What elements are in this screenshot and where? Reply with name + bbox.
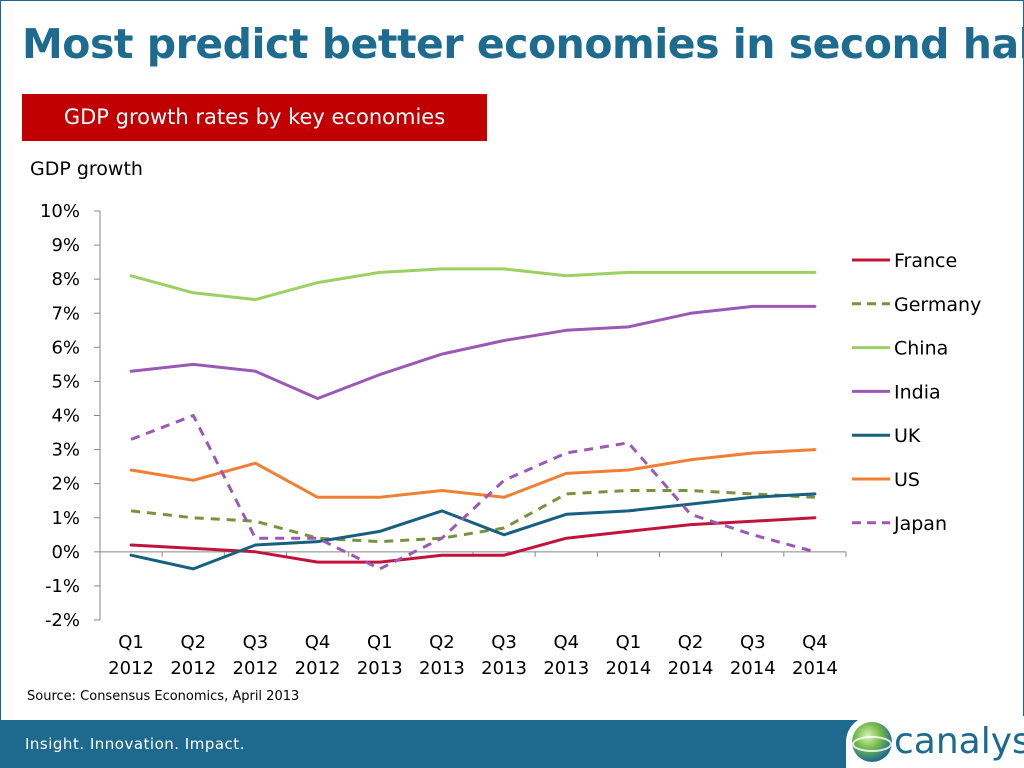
y-tick-label: 9%: [51, 235, 80, 256]
x-tick-label: Q3: [243, 632, 269, 653]
x-tick-label: Q4: [305, 632, 331, 653]
x-tick-label: 2013: [481, 658, 527, 679]
x-tick-label: 2014: [668, 658, 714, 679]
x-tick-label: Q4: [553, 632, 579, 653]
legend-label-germany: Germany: [894, 294, 981, 316]
series-line-germany: [130, 489, 815, 544]
series-line-india: [129, 304, 817, 400]
logo-wordmark: canalys: [894, 721, 1024, 762]
chart-subtitle: GDP growth rates by key economies: [63, 105, 446, 129]
x-tick-label: 2012: [233, 658, 279, 679]
globe-icon: [852, 722, 892, 762]
series-line-france: [129, 516, 817, 564]
y-tick-label: 6%: [51, 337, 80, 358]
y-tick-label: 3%: [51, 440, 80, 461]
canalys-logo: canalys: [846, 716, 1024, 768]
x-tick-label: 2013: [357, 658, 403, 679]
x-tick-label: 2014: [730, 658, 776, 679]
y-tick-label: 1%: [51, 508, 80, 529]
y-axis-label: GDP growth: [30, 158, 143, 180]
x-tick-label: 2013: [543, 658, 589, 679]
x-tick-label: Q4: [802, 632, 828, 653]
legend-label-japan: Japan: [893, 513, 947, 535]
y-tick-label: 5%: [51, 371, 80, 392]
legend-label-france: France: [894, 250, 957, 272]
x-tick-label: Q3: [740, 632, 766, 653]
subtitle-banner: GDP growth rates by key economies: [22, 94, 487, 141]
x-tick-label: 2012: [295, 658, 341, 679]
series-line-japan: [130, 414, 816, 571]
x-tick-label: Q2: [429, 632, 455, 653]
series-line-uk: [129, 492, 817, 571]
x-tick-label: Q2: [678, 632, 704, 653]
x-tick-label: Q2: [180, 632, 206, 653]
x-tick-label: 2013: [419, 658, 465, 679]
series-line-china: [129, 267, 817, 302]
x-tick-label: 2014: [792, 658, 838, 679]
x-tick-label: Q3: [491, 632, 517, 653]
x-tick-label: Q1: [616, 632, 642, 653]
y-tick-label: 10%: [40, 201, 80, 222]
y-tick-label: 7%: [51, 303, 80, 324]
y-tick-label: -1%: [45, 576, 80, 597]
legend-label-uk: UK: [894, 425, 921, 447]
x-tick-label: Q1: [118, 632, 144, 653]
legend-label-india: India: [894, 381, 941, 403]
y-tick-label: 0%: [51, 542, 80, 563]
x-tick-label: 2012: [108, 658, 154, 679]
x-tick-label: 2014: [606, 658, 652, 679]
y-tick-label: 4%: [51, 406, 80, 427]
legend-label-china: China: [894, 338, 948, 360]
x-tick-label: 2012: [170, 658, 216, 679]
source-note: Source: Consensus Economics, April 2013: [27, 689, 300, 704]
slide-title: Most predict better economies in second …: [22, 20, 1024, 68]
x-tick-label: Q1: [367, 632, 393, 653]
y-tick-label: 2%: [51, 474, 80, 495]
series-line-us: [129, 448, 817, 499]
legend-label-us: US: [894, 469, 920, 491]
tagline: Insight. Innovation. Impact.: [25, 735, 245, 753]
y-tick-label: -2%: [45, 610, 80, 631]
y-tick-label: 8%: [51, 269, 80, 290]
